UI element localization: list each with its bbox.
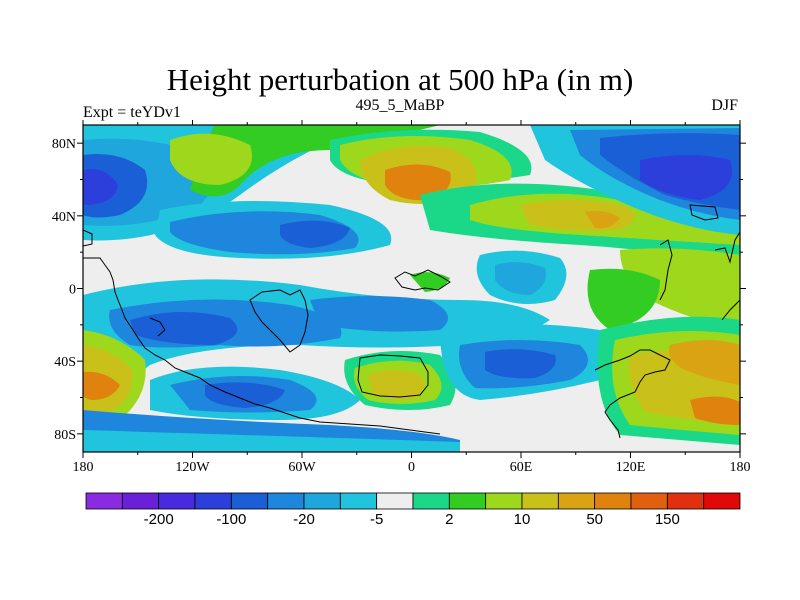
colorbar-swatch bbox=[521, 492, 559, 510]
colorbar-swatch bbox=[85, 492, 123, 510]
longitude-axis: 180 120W 60W 0 60E 120E 180 bbox=[73, 120, 751, 475]
lat-tick-label: 40N bbox=[52, 210, 76, 225]
contour-region bbox=[280, 220, 350, 248]
colorbar-swatch bbox=[485, 492, 523, 510]
lon-tick-label: 180 bbox=[730, 460, 751, 475]
lon-tick-label: 0 bbox=[408, 460, 415, 475]
colorbar: -200 -100 -20 -5 2 10 50 150 bbox=[85, 492, 741, 528]
contour-region bbox=[170, 133, 252, 185]
colorbar-swatch bbox=[376, 492, 414, 510]
contour-region bbox=[690, 396, 740, 425]
map-title: Height perturbation at 500 hPa (in m) bbox=[166, 62, 634, 97]
lon-tick-label: 120E bbox=[616, 460, 646, 475]
contour-region bbox=[585, 210, 620, 229]
contour-region bbox=[83, 430, 460, 452]
colorbar-swatch bbox=[230, 492, 269, 510]
colorbar-swatch bbox=[194, 492, 232, 510]
contour-region bbox=[83, 169, 118, 205]
contour-region bbox=[669, 340, 740, 385]
colorbar-swatch bbox=[594, 492, 632, 510]
colorbar-label: -200 bbox=[144, 511, 174, 528]
colorbar-swatch bbox=[158, 492, 196, 510]
lon-tick-label: 180 bbox=[73, 460, 94, 475]
lat-tick-label: 80N bbox=[52, 137, 76, 152]
colorbar-swatch bbox=[412, 492, 450, 510]
contour-region bbox=[190, 125, 440, 197]
contour-region bbox=[640, 155, 732, 200]
coastlines bbox=[83, 204, 740, 439]
latitude-axis: 80N 40N 0 40S 80S bbox=[52, 137, 746, 443]
contour-region bbox=[620, 248, 740, 330]
contour-region bbox=[520, 200, 635, 231]
lat-tick-label: 40S bbox=[54, 355, 76, 370]
period-label: 495_5_MaBP bbox=[355, 97, 445, 114]
contour-region bbox=[83, 371, 120, 400]
contour-region bbox=[410, 272, 450, 292]
lat-tick-label: 0 bbox=[69, 283, 76, 298]
colorbar-swatch bbox=[703, 492, 741, 510]
colorbar-swatch bbox=[448, 492, 487, 510]
colorbar-label: -5 bbox=[370, 511, 383, 528]
season-label: DJF bbox=[711, 97, 738, 114]
contour-region bbox=[495, 262, 546, 295]
colorbar-swatch bbox=[121, 492, 160, 510]
lat-tick-label: 80S bbox=[54, 428, 76, 443]
colorbar-swatch bbox=[339, 492, 378, 510]
lon-tick-label: 60E bbox=[510, 460, 533, 475]
contour-region bbox=[368, 370, 424, 400]
experiment-label: Expt = teYDv1 bbox=[83, 104, 181, 121]
lon-tick-label: 60W bbox=[288, 460, 316, 475]
colorbar-label: -20 bbox=[293, 511, 315, 528]
colorbar-swatch bbox=[303, 492, 341, 510]
colorbar-swatch bbox=[557, 492, 596, 510]
contour-region bbox=[587, 268, 660, 330]
colorbar-swatch bbox=[666, 492, 705, 510]
colorbar-label: -100 bbox=[216, 511, 246, 528]
lon-tick-label: 120W bbox=[175, 460, 210, 475]
contour-region bbox=[385, 164, 451, 201]
colorbar-label: 10 bbox=[514, 511, 531, 528]
contour-region bbox=[310, 296, 448, 332]
contour-region bbox=[205, 382, 285, 408]
colorbar-label: 150 bbox=[655, 511, 680, 528]
colorbar-swatch bbox=[267, 492, 305, 510]
colorbar-label: 50 bbox=[586, 511, 603, 528]
colorbar-swatch bbox=[630, 492, 668, 510]
contour-fill bbox=[83, 125, 740, 452]
contour-region bbox=[485, 349, 556, 379]
colorbar-label: 2 bbox=[445, 511, 453, 528]
